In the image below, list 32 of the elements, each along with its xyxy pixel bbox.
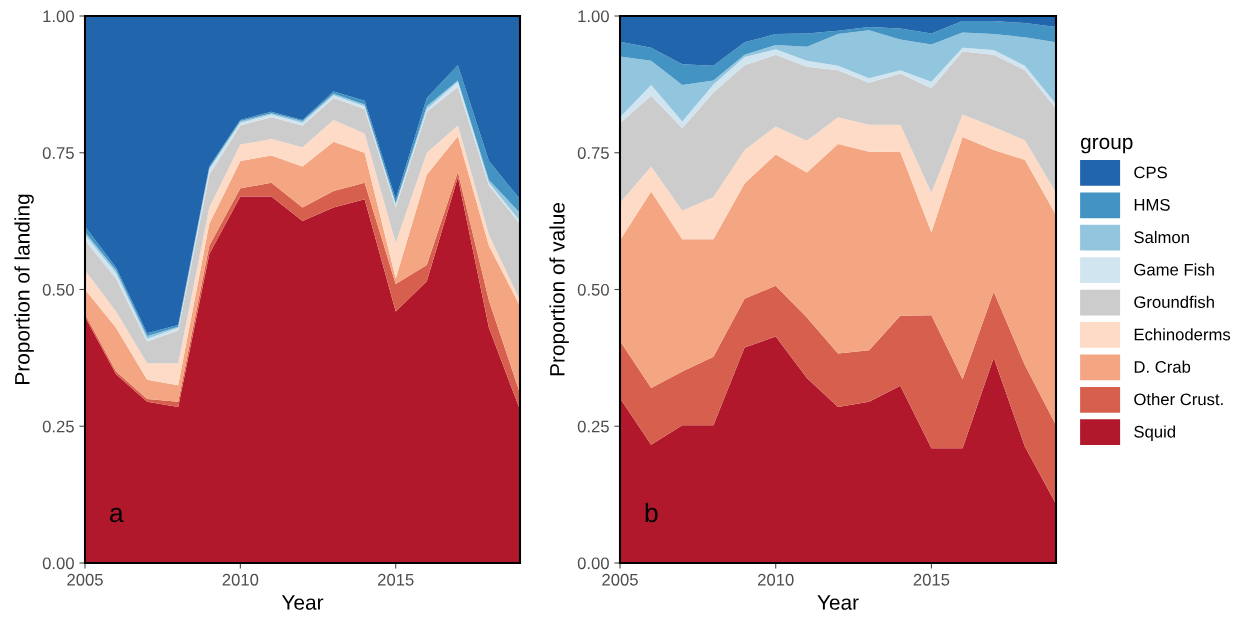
- legend-label: CPS: [1134, 166, 1167, 179]
- y-tick-label: 0.50: [577, 283, 609, 296]
- legend-label: Groundfish: [1134, 295, 1214, 308]
- y-tick-label: 0.25: [42, 420, 74, 433]
- y-tick-label: 0.75: [42, 147, 74, 159]
- x-axis-title: Year: [817, 595, 859, 610]
- legend-label: HMS: [1134, 198, 1170, 211]
- legend-label: Squid: [1134, 425, 1175, 441]
- y-axis-title: Proportion of landing: [14, 194, 34, 384]
- y-tick-label: 0.00: [577, 557, 609, 570]
- legend-label: Salmon: [1134, 230, 1189, 244]
- x-tick-label: 2015: [378, 573, 414, 586]
- y-tick-label: 1.00: [578, 10, 609, 23]
- x-tick-label: 2005: [602, 573, 638, 586]
- y-axis-title: Proportion of value: [549, 202, 569, 376]
- x-tick-label: 2015: [913, 573, 950, 586]
- y-tick-label: 0.00: [42, 557, 74, 570]
- y-tick-label: 1.00: [43, 10, 74, 23]
- y-tick-label: 0.75: [577, 147, 609, 159]
- x-axis-title: Year: [281, 595, 324, 610]
- x-tick-label: 2010: [222, 573, 259, 586]
- legend-label: D. Crab: [1134, 360, 1191, 373]
- legend-label: Game Fish: [1134, 263, 1214, 276]
- annotation: b: [645, 502, 658, 523]
- legend-title: group: [1080, 137, 1133, 154]
- legend-label: Echinoderms: [1134, 328, 1231, 341]
- legend-label: Other Crust.: [1134, 393, 1223, 406]
- y-tick-label: 0.50: [42, 283, 74, 296]
- x-tick-label: 2010: [758, 573, 794, 586]
- annotation: a: [110, 507, 124, 523]
- y-tick-label: 0.25: [577, 420, 609, 433]
- x-tick-label: 2005: [67, 573, 103, 586]
